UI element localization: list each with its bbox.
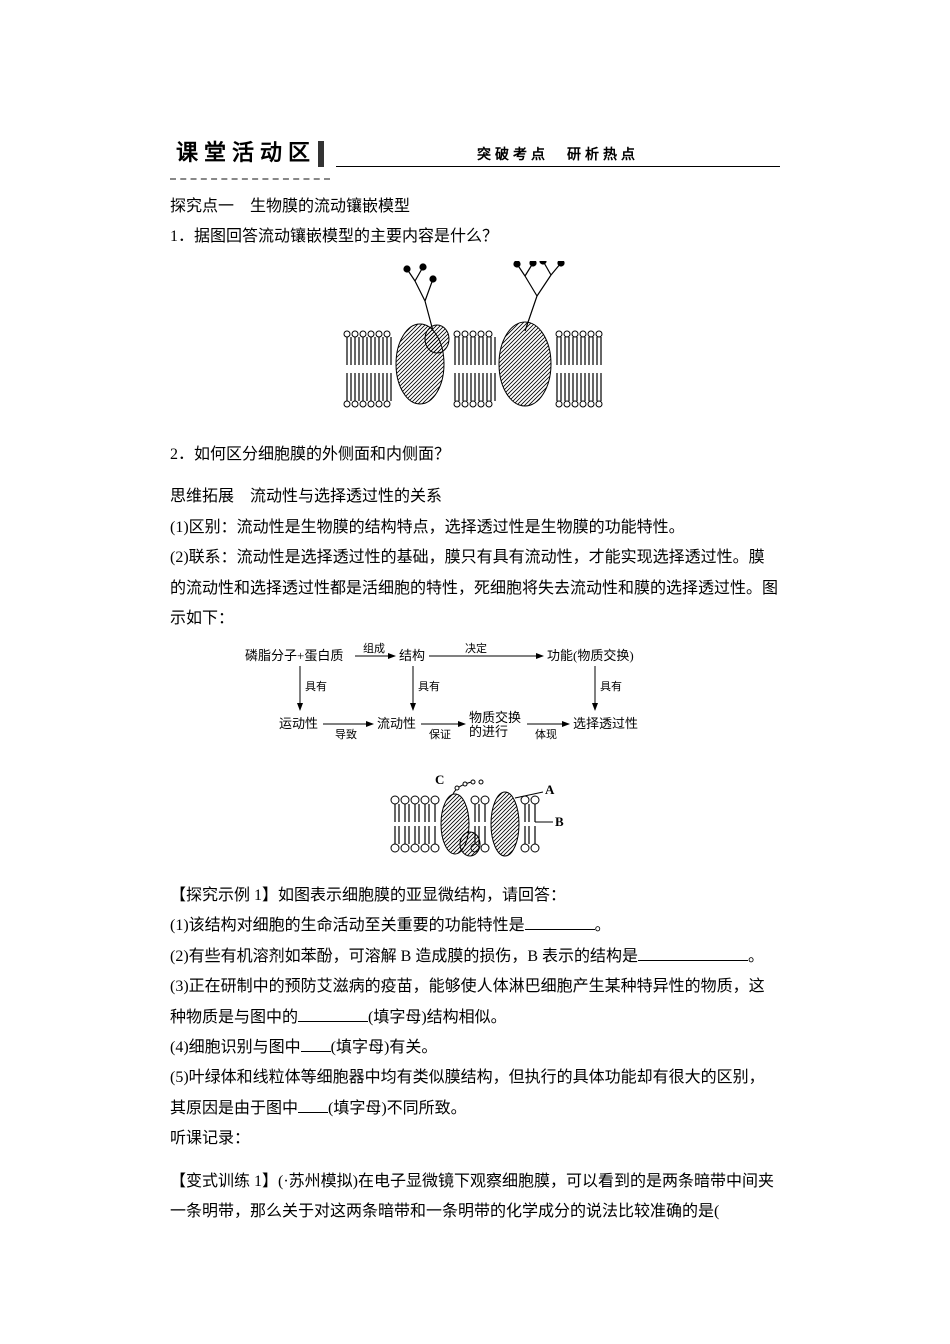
flow-node1: 磷脂分子+蛋白质 bbox=[245, 648, 343, 663]
topic-label: 探究点一 生物膜的流动镶嵌模型 bbox=[170, 192, 780, 222]
membrane-svg bbox=[325, 261, 625, 421]
figure-membrane-abc: C A B bbox=[170, 772, 780, 873]
blank-4[interactable] bbox=[301, 1035, 331, 1052]
membrane-abc-svg: C A B bbox=[375, 772, 575, 862]
spacer bbox=[170, 470, 780, 482]
spacer-2 bbox=[170, 1155, 780, 1167]
flow-node3: 功能(物质交换) bbox=[547, 648, 634, 663]
flow-has2: 具有 bbox=[418, 679, 440, 693]
expand-title: 思维拓展 流动性与选择透过性的关系 bbox=[170, 482, 780, 512]
badge-bar bbox=[318, 141, 324, 167]
flow-node7: 选择透过性 bbox=[573, 716, 638, 731]
blank-1[interactable] bbox=[525, 913, 595, 930]
example-q4b: (填字母)有关。 bbox=[331, 1039, 438, 1056]
example-q4a: (4)细胞识别与图中 bbox=[170, 1039, 301, 1056]
listen-notes: 听课记录： bbox=[170, 1124, 780, 1154]
section-badge-text: 课堂活动区 bbox=[176, 140, 316, 165]
flow-has1: 具有 bbox=[305, 679, 327, 693]
example-q5b: (填字母)不同所致。 bbox=[328, 1100, 467, 1117]
example-q5a: (5)叶绿体和线粒体等细胞器中均有类似膜结构，但执行的具体功能却有很大的区别，其… bbox=[170, 1069, 765, 1116]
blank-2[interactable] bbox=[638, 944, 748, 961]
expand-p1: (1)区别：流动性是生物膜的结构特点，选择透过性是生物膜的功能特性。 bbox=[170, 513, 780, 543]
example-q2a: (2)有些有机溶剂如苯酚，可溶解 B 造成膜的损伤，B 表示的结构是 bbox=[170, 948, 638, 965]
question-2: 2．如何区分细胞膜的外侧面和内侧面？ bbox=[170, 440, 780, 470]
example-q2: (2)有些有机溶剂如苯酚，可溶解 B 造成膜的损伤，B 表示的结构是 。 bbox=[170, 942, 780, 972]
page: 课堂活动区 突破考点 研析热点 探究点一 生物膜的流动镶嵌模型 1．据图回答流动… bbox=[0, 0, 950, 1287]
example-q2b: 。 bbox=[748, 948, 764, 965]
section-badge: 课堂活动区 bbox=[170, 130, 330, 180]
flow-node2: 结构 bbox=[399, 648, 425, 663]
flow-arrow5: 体现 bbox=[535, 727, 557, 741]
example-q1a: (1)该结构对细胞的生命活动至关重要的功能特性是 bbox=[170, 917, 525, 934]
example-q3: (3)正在研制中的预防艾滋病的疫苗，能够使人体淋巴细胞产生某种特异性的物质，这种… bbox=[170, 972, 780, 1033]
blank-5[interactable] bbox=[298, 1096, 328, 1113]
label-c: C bbox=[435, 772, 444, 787]
example-q5: (5)叶绿体和线粒体等细胞器中均有类似膜结构，但执行的具体功能却有很大的区别，其… bbox=[170, 1063, 780, 1124]
example-q1b: 。 bbox=[595, 917, 611, 934]
flow-has3: 具有 bbox=[600, 679, 622, 693]
flow-arrow1: 组成 bbox=[363, 642, 385, 655]
flow-arrow2: 决定 bbox=[465, 642, 487, 655]
example-q3b: (填字母)结构相似。 bbox=[368, 1009, 507, 1026]
sub-header: 突破考点 研析热点 bbox=[336, 142, 780, 167]
flow-arrow4: 保证 bbox=[429, 727, 451, 741]
label-a: A bbox=[545, 782, 555, 797]
example-q4: (4)细胞识别与图中 (填字母)有关。 bbox=[170, 1033, 780, 1063]
flow-node5: 流动性 bbox=[377, 716, 416, 731]
figure-flowchart: 磷脂分子+蛋白质 组成 结构 决定 功能(物质交换) 具有 具有 具有 运动性 … bbox=[170, 642, 780, 763]
figure-membrane bbox=[170, 261, 780, 432]
flow-node4: 运动性 bbox=[279, 716, 318, 731]
label-b: B bbox=[555, 814, 564, 829]
example-lead: 【探究示例 1】如图表示细胞膜的亚显微结构，请回答： bbox=[170, 881, 780, 911]
flow-node6a: 物质交换 bbox=[469, 710, 521, 725]
flowchart-svg: 磷脂分子+蛋白质 组成 结构 决定 功能(物质交换) 具有 具有 具有 运动性 … bbox=[245, 642, 705, 752]
example-q1: (1)该结构对细胞的生命活动至关重要的功能特性是 。 bbox=[170, 911, 780, 941]
question-1: 1．据图回答流动镶嵌模型的主要内容是什么？ bbox=[170, 222, 780, 252]
blank-3[interactable] bbox=[298, 1005, 368, 1022]
flow-arrow3: 导致 bbox=[335, 727, 357, 741]
flow-node6b: 的进行 bbox=[469, 724, 508, 739]
variant-text: 【变式训练 1】(·苏州模拟)在电子显微镜下观察细胞膜，可以看到的是两条暗带中间… bbox=[170, 1167, 780, 1228]
expand-p2: (2)联系：流动性是选择透过性的基础，膜只有具有流动性，才能实现选择透过性。膜的… bbox=[170, 543, 780, 634]
sub-header-text: 突破考点 研析热点 bbox=[477, 141, 639, 168]
section-header: 课堂活动区 突破考点 研析热点 bbox=[170, 130, 780, 180]
